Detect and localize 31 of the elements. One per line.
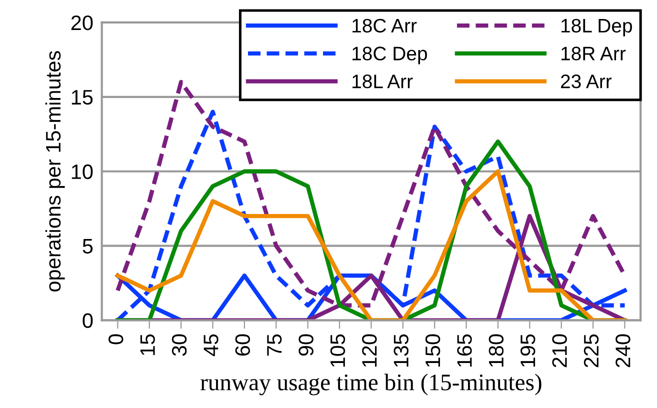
x-tick-label: 150: [425, 334, 440, 367]
y-tick-label: 20: [71, 15, 93, 30]
x-tick-label: 135: [394, 334, 408, 367]
x-tick-label: 75: [267, 334, 282, 356]
x-tick-label: 195: [520, 334, 536, 367]
legend-label: 18R Arr: [562, 46, 626, 60]
x-tick-label: 180: [488, 334, 504, 367]
x-tick-label: 15: [140, 334, 155, 356]
legend-label: 18C Arr: [352, 18, 417, 33]
y-tick-label: 5: [82, 239, 93, 254]
x-tick-label: 45: [204, 334, 218, 356]
y-axis-title: operations per 15-minutes: [45, 51, 65, 292]
legend-label: 18L Dep: [562, 18, 632, 36]
y-tick-label: 0: [82, 313, 93, 328]
x-tick-label: 105: [330, 334, 346, 367]
x-tick-label: 30: [172, 334, 187, 356]
x-tick-label: 225: [584, 334, 599, 368]
legend-label: 18L Arr: [352, 74, 413, 88]
y-tick-label: 10: [72, 164, 93, 180]
x-axis-title: runway usage time bin (15-minutes): [200, 374, 542, 396]
x-tick-label: 165: [457, 334, 472, 367]
x-tick-label: 120: [362, 334, 377, 367]
legend-label: 23 Arr: [560, 74, 612, 88]
x-tick-label: 240: [616, 334, 630, 368]
x-tick-label: 0: [108, 334, 124, 344]
x-tick-label: 210: [552, 334, 567, 368]
y-tick-label: 15: [72, 90, 93, 105]
line-series: [116, 169, 627, 320]
x-tick-label: 60: [235, 334, 250, 356]
legend-label: 18C Dep: [352, 46, 427, 64]
x-tick-label: 90: [298, 334, 314, 356]
